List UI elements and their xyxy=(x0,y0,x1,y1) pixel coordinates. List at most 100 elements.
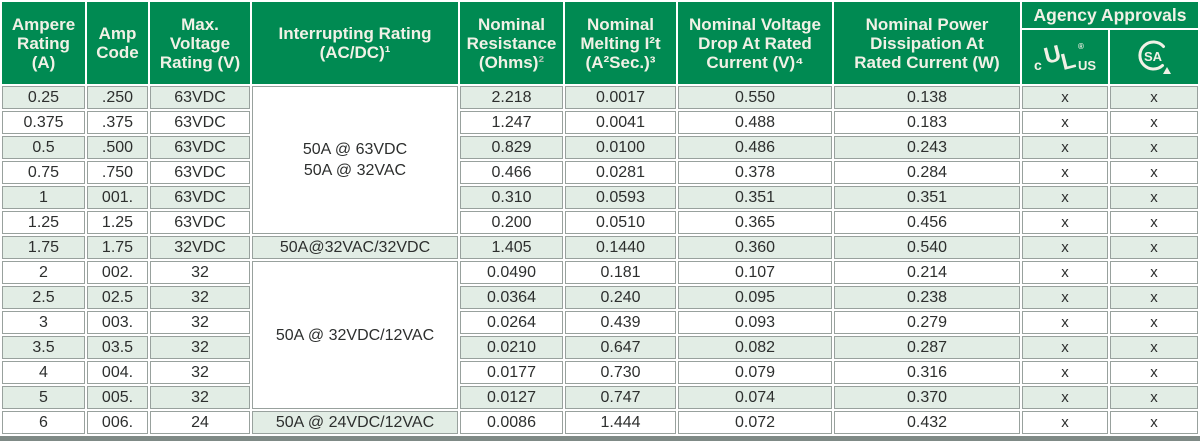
table-cell: .375 xyxy=(87,111,148,134)
header-line: Rating (V) xyxy=(159,52,241,72)
table-cell: 0.200 xyxy=(460,211,563,234)
col-header-interrupting-rating: Interrupting Rating (AC/DC)¹ xyxy=(252,2,458,84)
table-cell: 32 xyxy=(150,286,250,309)
header-line: Nominal xyxy=(586,14,655,34)
header-line: Ampere xyxy=(11,14,76,34)
interrupting-rating-cell-group-1: 50A @ 63VDC 50A @ 32VAC xyxy=(252,86,458,234)
header-line: Nominal xyxy=(477,14,546,34)
table-cell: 0.360 xyxy=(678,236,832,259)
table-cell: 0.240 xyxy=(565,286,676,309)
table-cell: 63VDC xyxy=(150,111,250,134)
table-row: 1 001. 63VDC 0.310 0.0593 0.351 0.351 x … xyxy=(2,186,1199,209)
table-cell: 006. xyxy=(87,411,148,434)
cul-approval-cell: x xyxy=(1022,236,1108,259)
table-cell: 0.0264 xyxy=(460,311,563,334)
table-cell: 3 xyxy=(2,311,85,334)
table-cell: 1.25 xyxy=(87,211,148,234)
table-row: 6 006. 24 50A @ 24VDC/12VAC 0.0086 1.444… xyxy=(2,411,1199,434)
table-row: 0.25 .250 63VDC 50A @ 63VDC 50A @ 32VAC … xyxy=(2,86,1199,234)
table-cell: 005. xyxy=(87,386,148,409)
col-header-nominal-resistance: Nominal Resistance (Ohms)² xyxy=(460,2,563,84)
table-cell: 0.829 xyxy=(460,136,563,159)
col-header-cul-us: c U L ® US xyxy=(1022,30,1108,84)
table-cell: 1 xyxy=(2,186,85,209)
table-cell: 0.75 xyxy=(2,161,85,184)
table-cell: 0.0490 xyxy=(460,261,563,284)
table-cell: 0.082 xyxy=(678,336,832,359)
table-row: 0.75 .750 63VDC 0.466 0.0281 0.378 0.284… xyxy=(2,161,1199,184)
header-line: (A²Sec.)³ xyxy=(585,52,656,72)
table-cell: 0.0510 xyxy=(565,211,676,234)
table-cell: 63VDC xyxy=(150,86,250,109)
table-row: 2 002. 32 50A @ 32VDC/12VAC 0.0490 0.181… xyxy=(2,261,1199,409)
header-line: Nominal Power xyxy=(865,14,989,34)
table-cell: 0.0281 xyxy=(565,161,676,184)
table-cell: 0.0364 xyxy=(460,286,563,309)
table-cell: 0.378 xyxy=(678,161,832,184)
table-cell: 1.25 xyxy=(2,211,85,234)
interrupting-rating-cell-row-7: 50A@32VAC/32VDC xyxy=(252,236,458,259)
table-cell: 004. xyxy=(87,361,148,384)
csa-approval-cell: x xyxy=(1110,336,1199,359)
table-cell: 0.284 xyxy=(834,161,1020,184)
table-cell: 0.095 xyxy=(678,286,832,309)
header-line: (AC/DC)¹ xyxy=(319,43,391,62)
table-cell: 1.405 xyxy=(460,236,563,259)
table-cell: 0.181 xyxy=(565,261,676,284)
cul-approval-cell: x xyxy=(1022,361,1108,384)
table-cell: 0.093 xyxy=(678,311,832,334)
table-cell: 0.287 xyxy=(834,336,1020,359)
header-line: Amp xyxy=(98,24,137,43)
table-row: 0.375 .375 63VDC 1.247 0.0041 0.488 0.18… xyxy=(2,111,1199,134)
table-cell: 0.647 xyxy=(565,336,676,359)
cul-approval-cell: x xyxy=(1022,86,1108,109)
svg-text:c: c xyxy=(1034,57,1042,73)
table-cell: 32 xyxy=(150,386,250,409)
header-line: (Ohms)² xyxy=(478,52,545,72)
table-cell: 001. xyxy=(87,186,148,209)
col-header-csa: SA xyxy=(1110,30,1199,84)
table-cell: 03.5 xyxy=(87,336,148,359)
table-cell: 63VDC xyxy=(150,136,250,159)
table-cell: 0.0017 xyxy=(565,86,676,109)
header-line: Max. xyxy=(181,14,219,34)
table-cell: 0.351 xyxy=(678,186,832,209)
table-cell: 0.432 xyxy=(834,411,1020,434)
table-cell: 0.370 xyxy=(834,386,1020,409)
header-line: Drop At Rated xyxy=(698,33,812,53)
csa-approval-cell: x xyxy=(1110,86,1199,109)
col-header-nominal-power-dissipation: Nominal Power Dissipation At Rated Curre… xyxy=(834,2,1020,84)
csa-approval-cell: x xyxy=(1110,211,1199,234)
header-line: Nominal Voltage xyxy=(689,14,821,34)
table-cell: 0.214 xyxy=(834,261,1020,284)
cul-approval-cell: x xyxy=(1022,336,1108,359)
table-cell: 1.247 xyxy=(460,111,563,134)
table-row: 4 004. 32 0.0177 0.730 0.079 0.316 x x xyxy=(2,361,1199,384)
table-cell: 0.0210 xyxy=(460,336,563,359)
csa-approval-cell: x xyxy=(1110,361,1199,384)
table-cell: .250 xyxy=(87,86,148,109)
table-row: 2.5 02.5 32 0.0364 0.240 0.095 0.238 x x xyxy=(2,286,1199,309)
svg-text:SA: SA xyxy=(1144,49,1163,64)
table-row: 3 003. 32 0.0264 0.439 0.093 0.279 x x xyxy=(2,311,1199,334)
header-line: Rating xyxy=(17,33,70,53)
table-row: 1.75 1.75 32VDC 50A@32VAC/32VDC 1.405 0.… xyxy=(2,236,1199,259)
table-cell: 0.25 xyxy=(2,86,85,109)
svg-text:US: US xyxy=(1078,58,1096,73)
table-cell: 2.5 xyxy=(2,286,85,309)
footnote-marker: ² xyxy=(538,52,545,72)
table-cell: 0.138 xyxy=(834,86,1020,109)
table-cell: 0.375 xyxy=(2,111,85,134)
table-cell: 24 xyxy=(150,411,250,434)
table-cell: 63VDC xyxy=(150,186,250,209)
table-cell: 5 xyxy=(2,386,85,409)
table-cell: 003. xyxy=(87,311,148,334)
header-line: (A) xyxy=(31,52,56,72)
cul-approval-cell: x xyxy=(1022,161,1108,184)
col-header-max-voltage: Max. Voltage Rating (V) xyxy=(150,2,250,84)
table-cell: 3.5 xyxy=(2,336,85,359)
table-cell: 0.488 xyxy=(678,111,832,134)
csa-approval-cell: x xyxy=(1110,286,1199,309)
table-cell: 0.279 xyxy=(834,311,1020,334)
